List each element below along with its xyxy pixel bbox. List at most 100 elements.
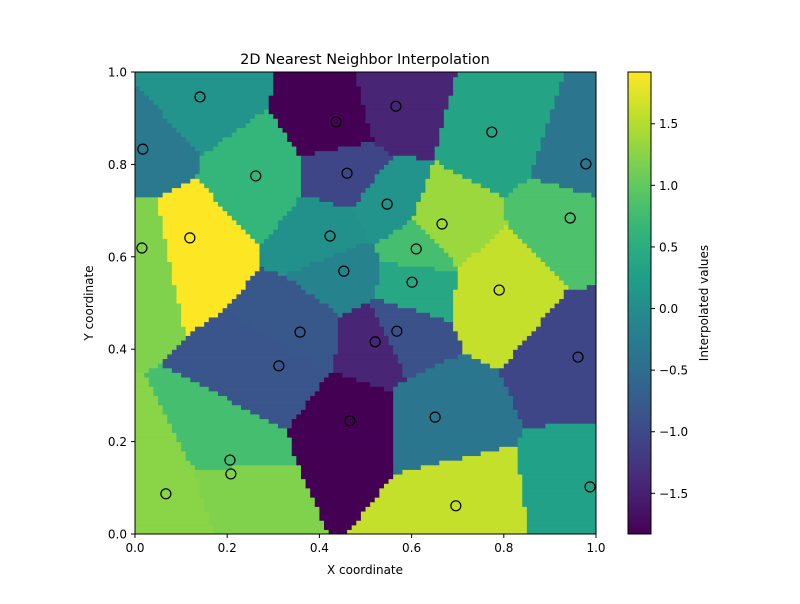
voronoi-cell: [416, 219, 510, 226]
voronoi-cell: [360, 219, 408, 226]
voronoi-cell: [365, 104, 450, 110]
voronoi-cell: [273, 81, 357, 87]
colorbar-label: Interpolated values: [697, 245, 711, 361]
voronoi-cell: [199, 381, 320, 387]
voronoi-cell: [171, 261, 261, 267]
voronoi-cell: [310, 487, 380, 494]
voronoi-cell: [513, 395, 596, 401]
voronoi-cell: [148, 381, 201, 387]
voronoi-cell: [162, 358, 311, 364]
voronoi-cell: [167, 418, 270, 424]
voronoi-cell: [268, 233, 367, 239]
voronoi-cell: [245, 284, 302, 290]
voronoi-cell: [503, 215, 596, 221]
voronoi-cell: [135, 136, 187, 142]
voronoi-cell: [241, 404, 307, 410]
voronoi-cell: [559, 298, 596, 304]
voronoi-cell: [360, 192, 422, 198]
voronoi-cell: [439, 136, 542, 142]
voronoi-cell: [360, 515, 528, 521]
voronoi-cell: [379, 487, 523, 494]
voronoi-cell: [144, 90, 274, 96]
voronoi-cell: [135, 321, 182, 327]
voronoi-cell: [213, 524, 325, 530]
voronoi-cell: [199, 487, 311, 494]
data-point: [410, 243, 422, 255]
voronoi-cell: [522, 483, 596, 489]
voronoi-cell: [185, 455, 297, 461]
voronoi-cell: [273, 85, 362, 92]
voronoi-cell: [494, 233, 519, 239]
voronoi-cell: [522, 501, 596, 507]
data-point: [564, 212, 576, 224]
voronoi-cell: [167, 238, 256, 244]
voronoi-cell: [517, 446, 596, 452]
voronoi-cell: [453, 316, 542, 323]
voronoi-cell: [416, 372, 500, 378]
voronoi-cell: [402, 469, 519, 475]
voronoi-cell: [296, 455, 394, 461]
voronoi-cell: [231, 132, 288, 138]
voronoi-cell: [549, 113, 596, 119]
voronoi-cell: [231, 215, 284, 221]
voronoi-cell: [171, 270, 256, 276]
voronoi-cell: [135, 330, 187, 336]
voronoi-cell: [356, 376, 408, 383]
voronoi-cell: [379, 321, 454, 327]
colorbar-tick-label: −1.5: [659, 487, 688, 501]
voronoi-cell: [199, 178, 302, 184]
voronoi-cell: [314, 390, 394, 396]
voronoi-cell: [227, 303, 330, 309]
voronoi-cell: [448, 95, 556, 101]
voronoi-cell: [158, 395, 228, 401]
voronoi-cell: [181, 182, 205, 189]
voronoi-cell: [360, 141, 376, 147]
voronoi-cell: [388, 335, 459, 341]
voronoi-cell: [360, 85, 454, 92]
voronoi-cell: [208, 510, 320, 517]
voronoi-cell: [135, 423, 173, 429]
voronoi-cell: [545, 261, 596, 267]
voronoi-cell: [425, 367, 500, 373]
voronoi-cell: [245, 229, 274, 235]
voronoi-cell: [135, 266, 173, 272]
voronoi-cell: [499, 372, 596, 378]
voronoi-cell: [453, 81, 560, 87]
voronoi-cell: [536, 326, 596, 332]
voronoi-cell: [393, 229, 427, 235]
voronoi-cell: [453, 293, 565, 299]
voronoi-cell: [453, 76, 565, 82]
voronoi-cell: [144, 372, 182, 378]
voronoi-cell: [365, 118, 445, 124]
voronoi-cell: [416, 210, 505, 216]
voronoi-cell: [356, 242, 376, 249]
voronoi-cell: [379, 266, 436, 272]
voronoi-cell: [333, 363, 403, 369]
voronoi-cell: [351, 524, 528, 530]
voronoi-cell: [365, 229, 394, 235]
voronoi-cell: [434, 145, 542, 152]
voronoi-cell: [517, 455, 596, 461]
voronoi-cell: [300, 164, 385, 170]
voronoi-cell: [135, 104, 159, 110]
voronoi-cell: [379, 270, 459, 276]
voronoi-cell: [545, 423, 596, 429]
voronoi-cell: [287, 136, 376, 142]
data-point: [341, 167, 353, 179]
voronoi-cell: [296, 145, 339, 152]
voronoi-cell: [135, 312, 182, 318]
voronoi-cell: [333, 252, 380, 258]
voronoi-cell: [135, 182, 182, 189]
voronoi-cell: [171, 122, 247, 129]
voronoi-cell: [337, 312, 344, 318]
voronoi-cell: [356, 76, 454, 82]
voronoi-cell: [264, 266, 302, 272]
voronoi-cell: [337, 344, 394, 350]
voronoi-cell: [268, 418, 293, 424]
voronoi-cell: [135, 155, 201, 161]
voronoi-cell: [430, 173, 463, 179]
voronoi-cell: [245, 122, 279, 129]
voronoi-cell: [287, 432, 394, 438]
voronoi-cell: [135, 390, 155, 396]
voronoi-cell: [296, 460, 394, 466]
